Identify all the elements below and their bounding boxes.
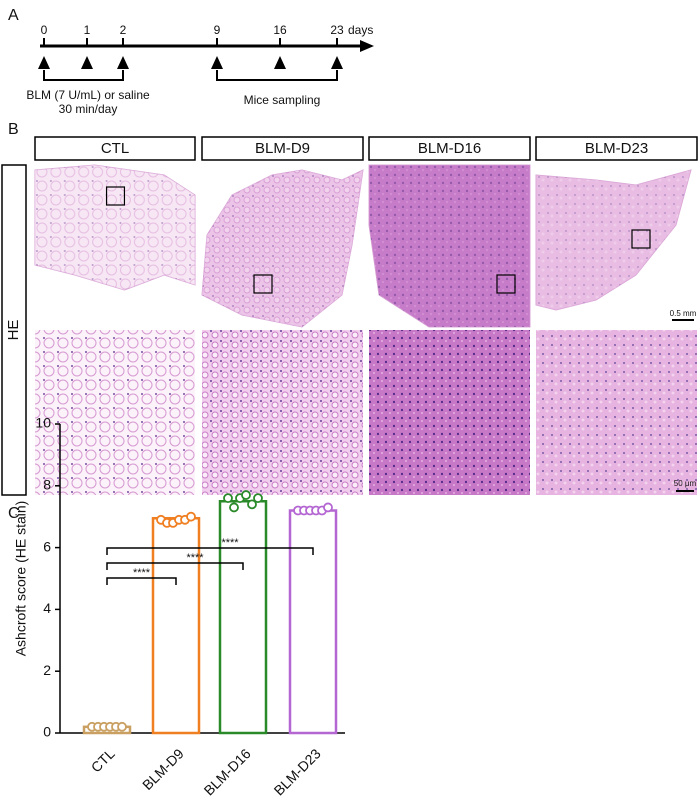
y-axis-label: Ashcroft score (HE stain) bbox=[13, 501, 29, 657]
x-tick-label: CTL bbox=[88, 745, 118, 775]
data-point bbox=[241, 490, 251, 500]
data-point bbox=[229, 502, 239, 513]
data-point bbox=[247, 499, 257, 510]
unit-label: days bbox=[348, 23, 373, 37]
group-header: BLM-D23 bbox=[585, 140, 648, 157]
data-point bbox=[323, 502, 333, 513]
significance-label: **** bbox=[221, 537, 239, 549]
x-tick-label: BLM-D9 bbox=[139, 745, 187, 793]
group-header-box bbox=[368, 136, 531, 161]
low-mag-image bbox=[535, 169, 692, 311]
x-tick-label: BLM-D23 bbox=[271, 745, 324, 798]
low-mag-image bbox=[34, 164, 196, 291]
bracket bbox=[216, 70, 338, 81]
triangle-marker bbox=[38, 56, 50, 69]
bar bbox=[288, 509, 338, 735]
tissue-texture bbox=[369, 165, 530, 327]
low-mag-image bbox=[368, 164, 531, 328]
y-tick-label: 6 bbox=[43, 538, 51, 554]
triangle-marker bbox=[117, 56, 129, 69]
tissue-texture bbox=[35, 165, 195, 290]
scale-label: 0.5 mm bbox=[670, 309, 697, 318]
group-header: CTL bbox=[101, 140, 129, 157]
zoom-box bbox=[496, 274, 516, 294]
day-label: 2 bbox=[120, 23, 127, 37]
stain-box bbox=[1, 164, 27, 496]
x-tick-label: BLM-D16 bbox=[201, 745, 254, 798]
y-tick-label: 10 bbox=[35, 415, 51, 431]
scale-label: 50 μm bbox=[674, 479, 697, 488]
group-header: BLM-D9 bbox=[255, 140, 310, 157]
group-header-box bbox=[535, 136, 698, 161]
panel-label: B bbox=[8, 121, 19, 138]
day-label: 16 bbox=[273, 23, 287, 37]
day-label: 0 bbox=[41, 23, 48, 37]
day-label: 9 bbox=[214, 23, 221, 37]
y-tick-label: 2 bbox=[43, 662, 51, 678]
zoom-box bbox=[105, 186, 126, 206]
data-point bbox=[253, 493, 263, 504]
zoom-box bbox=[631, 229, 651, 249]
treatment-schedule: 30 min/day bbox=[59, 102, 118, 116]
panel-label: C bbox=[8, 505, 20, 522]
y-tick-label: 0 bbox=[43, 724, 51, 740]
triangle-marker bbox=[331, 56, 343, 69]
high-mag-image bbox=[202, 330, 363, 495]
bracket bbox=[43, 70, 124, 81]
y-tick-label: 4 bbox=[43, 600, 51, 616]
significance-bracket bbox=[106, 577, 177, 585]
data-point bbox=[186, 511, 196, 522]
day-label: 23 bbox=[330, 23, 344, 37]
high-mag-image bbox=[536, 330, 697, 495]
y-tick-label: 8 bbox=[43, 477, 51, 493]
tissue-texture bbox=[202, 170, 363, 327]
significance-bracket bbox=[106, 562, 244, 570]
zoom-box bbox=[253, 274, 273, 294]
significance-label: **** bbox=[133, 567, 151, 579]
timeline-arrow bbox=[360, 40, 374, 52]
data-point bbox=[223, 493, 233, 504]
group-header-box bbox=[34, 136, 196, 161]
stain-label: HE bbox=[5, 320, 22, 341]
panel-label: A bbox=[8, 7, 19, 24]
triangle-marker bbox=[81, 56, 93, 69]
significance-label: **** bbox=[186, 552, 204, 564]
sampling-label: Mice sampling bbox=[244, 93, 321, 107]
group-header: BLM-D16 bbox=[418, 140, 481, 157]
triangle-marker bbox=[274, 56, 286, 69]
high-mag-image bbox=[369, 330, 530, 495]
group-header-box bbox=[201, 136, 364, 161]
day-label: 1 bbox=[84, 23, 91, 37]
high-mag-image bbox=[35, 330, 195, 495]
significance-bracket bbox=[106, 547, 314, 555]
low-mag-image bbox=[201, 169, 364, 328]
treatment-label: BLM (7 U/mL) or saline bbox=[26, 88, 150, 102]
bar bbox=[151, 516, 201, 735]
data-point bbox=[117, 721, 127, 732]
triangle-marker bbox=[211, 56, 223, 69]
tissue-texture bbox=[536, 170, 691, 310]
